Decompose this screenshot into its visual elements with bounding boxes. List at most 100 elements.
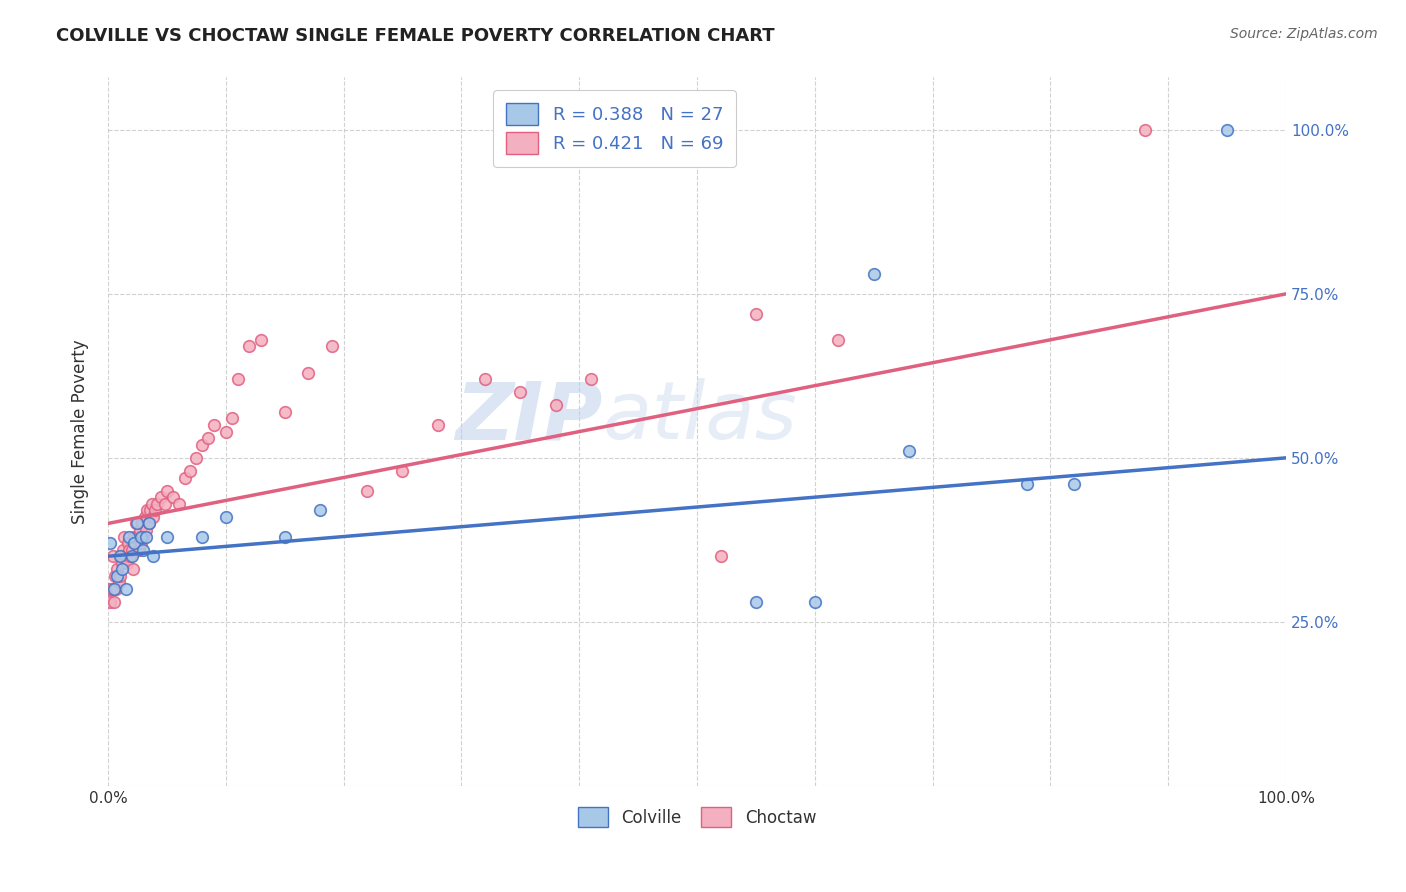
Point	[191, 530, 214, 544]
Point	[167, 497, 190, 511]
Point	[103, 595, 125, 609]
Point	[125, 516, 148, 531]
Point	[142, 509, 165, 524]
Point	[111, 562, 134, 576]
Point	[745, 307, 768, 321]
Point	[107, 569, 129, 583]
Point	[709, 549, 731, 564]
Point	[191, 438, 214, 452]
Point	[474, 372, 496, 386]
Point	[122, 530, 145, 544]
Point	[98, 595, 121, 609]
Point	[827, 333, 849, 347]
Point	[156, 530, 179, 544]
Point	[238, 339, 260, 353]
Point	[179, 464, 201, 478]
Point	[127, 530, 149, 544]
Point	[1133, 123, 1156, 137]
Point	[121, 549, 143, 564]
Point	[131, 516, 153, 531]
Legend: Colville, Choctaw: Colville, Choctaw	[571, 800, 823, 834]
Point	[98, 536, 121, 550]
Point	[111, 556, 134, 570]
Point	[120, 549, 142, 564]
Text: COLVILLE VS CHOCTAW SINGLE FEMALE POVERTY CORRELATION CHART: COLVILLE VS CHOCTAW SINGLE FEMALE POVERT…	[56, 27, 775, 45]
Point	[108, 549, 131, 564]
Point	[107, 575, 129, 590]
Point	[135, 530, 157, 544]
Text: ZIP: ZIP	[456, 378, 603, 457]
Point	[391, 464, 413, 478]
Point	[1216, 123, 1239, 137]
Point	[132, 530, 155, 544]
Point	[321, 339, 343, 353]
Point	[129, 536, 152, 550]
Point	[862, 267, 884, 281]
Point	[101, 549, 124, 564]
Point	[107, 562, 129, 576]
Point	[105, 582, 128, 596]
Point	[115, 556, 138, 570]
Point	[135, 523, 157, 537]
Point	[273, 405, 295, 419]
Point	[202, 418, 225, 433]
Point	[128, 542, 150, 557]
Y-axis label: Single Female Poverty: Single Female Poverty	[72, 339, 89, 524]
Point	[108, 569, 131, 583]
Point	[114, 582, 136, 596]
Point	[215, 509, 238, 524]
Point	[121, 542, 143, 557]
Point	[226, 372, 249, 386]
Point	[118, 530, 141, 544]
Point	[162, 490, 184, 504]
Point	[143, 503, 166, 517]
Point	[117, 536, 139, 550]
Point	[132, 542, 155, 557]
Point	[273, 530, 295, 544]
Point	[118, 542, 141, 557]
Point	[114, 549, 136, 564]
Point	[156, 483, 179, 498]
Point	[100, 582, 122, 596]
Point	[150, 490, 173, 504]
Point	[129, 530, 152, 544]
Point	[803, 595, 825, 609]
Point	[153, 497, 176, 511]
Point	[138, 516, 160, 531]
Point	[215, 425, 238, 439]
Point	[509, 385, 531, 400]
Point	[103, 582, 125, 596]
Point	[146, 497, 169, 511]
Point	[114, 530, 136, 544]
Point	[139, 503, 162, 517]
Point	[127, 516, 149, 531]
Point	[110, 549, 132, 564]
Point	[122, 536, 145, 550]
Point	[356, 483, 378, 498]
Point	[173, 470, 195, 484]
Point	[898, 444, 921, 458]
Point	[124, 536, 146, 550]
Point	[141, 497, 163, 511]
Point	[579, 372, 602, 386]
Point	[98, 582, 121, 596]
Point	[142, 549, 165, 564]
Point	[221, 411, 243, 425]
Point	[104, 569, 127, 583]
Point	[745, 595, 768, 609]
Text: Source: ZipAtlas.com: Source: ZipAtlas.com	[1230, 27, 1378, 41]
Point	[1063, 477, 1085, 491]
Point	[121, 562, 143, 576]
Point	[544, 398, 567, 412]
Point	[197, 431, 219, 445]
Point	[309, 503, 332, 517]
Text: atlas: atlas	[603, 378, 797, 457]
Point	[128, 523, 150, 537]
Point	[112, 542, 135, 557]
Point	[426, 418, 449, 433]
Point	[135, 503, 157, 517]
Point	[186, 450, 208, 465]
Point	[134, 509, 156, 524]
Point	[1015, 477, 1038, 491]
Point	[138, 516, 160, 531]
